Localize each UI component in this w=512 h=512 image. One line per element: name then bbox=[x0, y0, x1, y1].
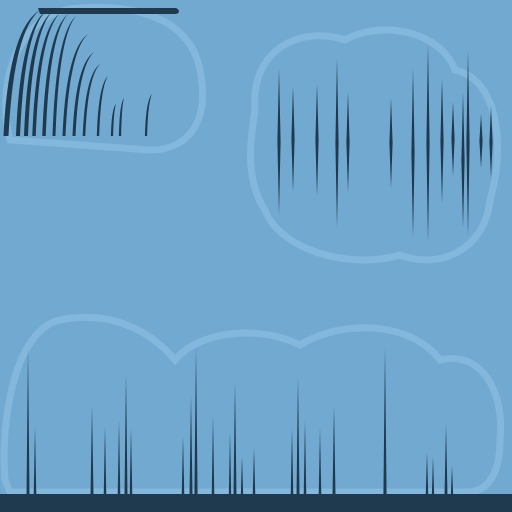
baseline-spike bbox=[303, 420, 307, 496]
mirrored-spike bbox=[277, 68, 281, 215]
baseline-spike bbox=[194, 348, 198, 496]
mirrored-spike bbox=[335, 58, 339, 228]
mirrored-spike bbox=[461, 92, 465, 228]
falls-strand bbox=[96, 76, 108, 136]
falls-strand bbox=[52, 16, 76, 136]
baseline-spike bbox=[425, 452, 429, 496]
mirrored-spike bbox=[291, 86, 295, 192]
falls-strand bbox=[110, 104, 116, 136]
baseline-spike bbox=[450, 466, 454, 496]
mirrored-spike bbox=[346, 92, 350, 192]
mirrored-spike bbox=[451, 102, 455, 176]
baseline-spike bbox=[444, 424, 448, 496]
baseline-spike bbox=[431, 456, 435, 496]
baseline-spike bbox=[90, 406, 94, 496]
mirrored-spike bbox=[479, 114, 483, 168]
falls-strand bbox=[118, 98, 124, 136]
falls-strand bbox=[62, 34, 88, 136]
ground-baseline bbox=[0, 494, 512, 512]
baseline-spike bbox=[33, 426, 37, 496]
baseline-spike bbox=[103, 426, 107, 496]
baseline-spike bbox=[129, 428, 133, 496]
falls-strand bbox=[16, 11, 46, 136]
falls-strand bbox=[24, 12, 52, 136]
baseline-spike bbox=[383, 348, 387, 496]
baseline-spike bbox=[233, 382, 237, 496]
falls-strand bbox=[82, 64, 100, 136]
mirrored-spike bbox=[426, 44, 430, 242]
watermark-bottom bbox=[0, 313, 505, 496]
mirrored-spike-cluster-group bbox=[277, 44, 493, 242]
baseline-spike bbox=[290, 428, 294, 496]
baseline-spike bbox=[318, 428, 322, 496]
baseline-spike bbox=[181, 436, 185, 496]
mirrored-spike bbox=[315, 84, 319, 196]
falls-strand bbox=[3, 10, 40, 136]
baseline-spike bbox=[189, 396, 193, 496]
baseline-spike bbox=[26, 348, 30, 496]
baseline-spike bbox=[124, 374, 128, 496]
falls-strand bbox=[144, 94, 152, 136]
baseline-spike bbox=[296, 376, 300, 496]
baseline-spike bbox=[332, 406, 336, 496]
falls-strand bbox=[42, 14, 68, 136]
falls-strands-group bbox=[3, 8, 179, 136]
baseline-spike bbox=[211, 416, 215, 496]
mirrored-spike bbox=[466, 50, 470, 236]
baseline-spike bbox=[117, 420, 121, 496]
baseline-spike bbox=[252, 448, 256, 496]
mirrored-spike bbox=[411, 68, 415, 238]
baseline-spikes-group bbox=[26, 348, 454, 496]
watermark-top-right bbox=[247, 26, 502, 264]
mirrored-spike bbox=[389, 98, 393, 188]
falls-top-bar bbox=[38, 8, 179, 14]
falls-strand bbox=[72, 52, 94, 136]
falls-strand bbox=[32, 13, 60, 136]
baseline-spike bbox=[228, 432, 232, 496]
mirrored-spike bbox=[440, 78, 444, 204]
baseline-spike bbox=[240, 456, 244, 496]
mirrored-spike bbox=[489, 106, 493, 178]
